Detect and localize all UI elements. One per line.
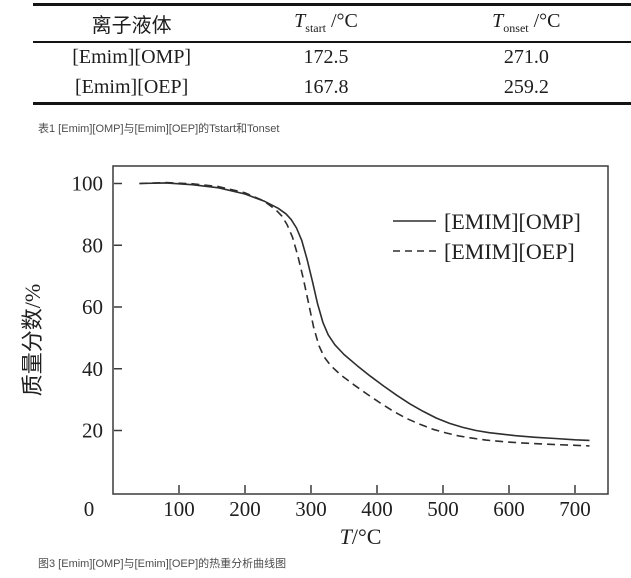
- tstart-symbol: Tstart /°C: [294, 10, 358, 36]
- table-row: [Emim][OEP] 167.8 259.2: [33, 73, 631, 104]
- y-tick-label: 100: [72, 172, 104, 196]
- y-axis-label: 质量分数/%: [20, 284, 45, 396]
- x-tick-label: 0: [84, 497, 95, 521]
- page: 离子液体 Tstart /°C Tonset /°C [Emim][OMP] 17…: [0, 3, 631, 578]
- table-cell-name: [Emim][OMP]: [72, 46, 192, 68]
- table-caption: 表1 [Emim][OMP]与[Emim][OEP]的Tstart和Tonset: [38, 123, 280, 135]
- x-tick-label: 500: [427, 497, 459, 521]
- col-header-tstart: Tstart /°C: [230, 5, 421, 42]
- table-header-row: 离子液体 Tstart /°C Tonset /°C: [33, 5, 631, 42]
- y-tick-label: 40: [82, 357, 103, 381]
- table-row: [Emim][OMP] 172.5 271.0: [33, 42, 631, 73]
- x-tick-label: 100: [163, 497, 195, 521]
- table-cell-t_onset: 271.0: [503, 46, 549, 68]
- x-tick-label: 700: [559, 497, 591, 521]
- plot-frame: [112, 165, 609, 495]
- y-tick-label: 20: [82, 419, 103, 443]
- x-axis-label: T/°C: [340, 524, 382, 548]
- y-tick-label: 80: [82, 233, 103, 257]
- table-cell-t_start: 167.8: [303, 75, 349, 98]
- col-header-ionic-liquid: 离子液体: [91, 14, 172, 37]
- curve-oep: [139, 181, 590, 447]
- col-header-tonset: Tonset /°C: [422, 5, 631, 42]
- tga-chart: 20 40 60 80 100 0 100 200 300 400 500 600 700 T/°C 质量分…: [0, 148, 631, 548]
- table-cell-t_onset: 259.2: [503, 75, 549, 98]
- x-tick-label: 600: [493, 497, 525, 521]
- x-tick-label: 400: [361, 497, 393, 521]
- x-tick-label: 200: [229, 497, 261, 521]
- table-cell-name: [Emim][OEP]: [75, 75, 189, 98]
- figure-caption: 图3 [Emim][OMP]与[Emim][OEP]的热重分析曲线图: [38, 558, 287, 570]
- tga-chart-svg: 20 40 60 80 100 0 100 200 300 400 500 600 700 T/°C 质量分…: [20, 165, 609, 548]
- legend-label: [EMIM][OEP]: [444, 239, 575, 264]
- ionic-liquid-table: 离子液体 Tstart /°C Tonset /°C [Emim][OMP] 17…: [33, 3, 631, 105]
- legend-label: [EMIM][OMP]: [444, 209, 581, 234]
- curve-omp: [139, 182, 590, 442]
- x-tick-label: 300: [295, 497, 327, 521]
- table-cell-t_start: 172.5: [303, 46, 349, 68]
- y-tick-label: 60: [82, 295, 103, 319]
- tonset-symbol: Tonset /°C: [492, 10, 561, 36]
